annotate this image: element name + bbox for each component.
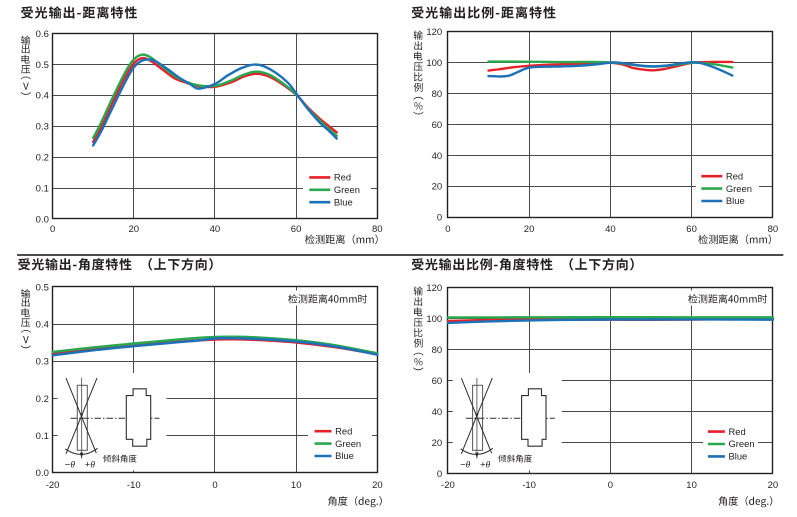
svg-text:120: 120 [426,283,442,294]
svg-text:0: 0 [608,480,613,491]
svg-text:0: 0 [50,224,55,235]
svg-text:20: 20 [129,224,140,235]
svg-text:60: 60 [432,376,443,387]
svg-text:80: 80 [432,345,443,356]
svg-text:20: 20 [524,224,535,235]
svg-text:0.4: 0.4 [36,91,49,102]
svg-text:0.3: 0.3 [36,357,49,368]
svg-text:-20: -20 [441,480,455,491]
svg-text:-10: -10 [522,480,536,491]
svg-text:20: 20 [768,480,779,491]
svg-text:0: 0 [437,469,442,480]
svg-text:0: 0 [437,213,442,224]
svg-text:0.2: 0.2 [36,153,49,164]
svg-text:10: 10 [291,480,302,491]
svg-text:20: 20 [432,182,443,193]
svg-text:0: 0 [212,480,217,491]
svg-text:0.6: 0.6 [36,29,49,40]
svg-text:40: 40 [432,407,443,418]
svg-text:0: 0 [445,224,450,235]
svg-text:40: 40 [432,151,443,162]
svg-text:-20: -20 [46,480,60,491]
svg-text:100: 100 [426,58,442,69]
svg-text:0.0: 0.0 [36,214,49,225]
svg-text:-10: -10 [127,480,141,491]
svg-text:0.3: 0.3 [36,122,49,133]
svg-text:0.1: 0.1 [36,431,49,442]
svg-text:0.5: 0.5 [36,60,49,71]
svg-text:100: 100 [426,314,442,325]
svg-text:60: 60 [291,224,302,235]
svg-text:80: 80 [372,224,383,235]
svg-text:40: 40 [605,224,616,235]
svg-text:60: 60 [432,120,443,131]
svg-text:10: 10 [686,480,697,491]
svg-text:0.0: 0.0 [36,468,49,479]
svg-text:120: 120 [426,27,442,38]
svg-text:20: 20 [432,438,443,449]
svg-text:0.5: 0.5 [36,282,49,293]
svg-text:20: 20 [372,480,383,491]
svg-text:60: 60 [686,224,697,235]
svg-text:40: 40 [210,224,221,235]
svg-text:0.2: 0.2 [36,394,49,405]
svg-text:80: 80 [768,224,779,235]
svg-text:0.4: 0.4 [36,320,49,331]
svg-text:80: 80 [432,89,443,100]
svg-text:0.1: 0.1 [36,183,49,194]
